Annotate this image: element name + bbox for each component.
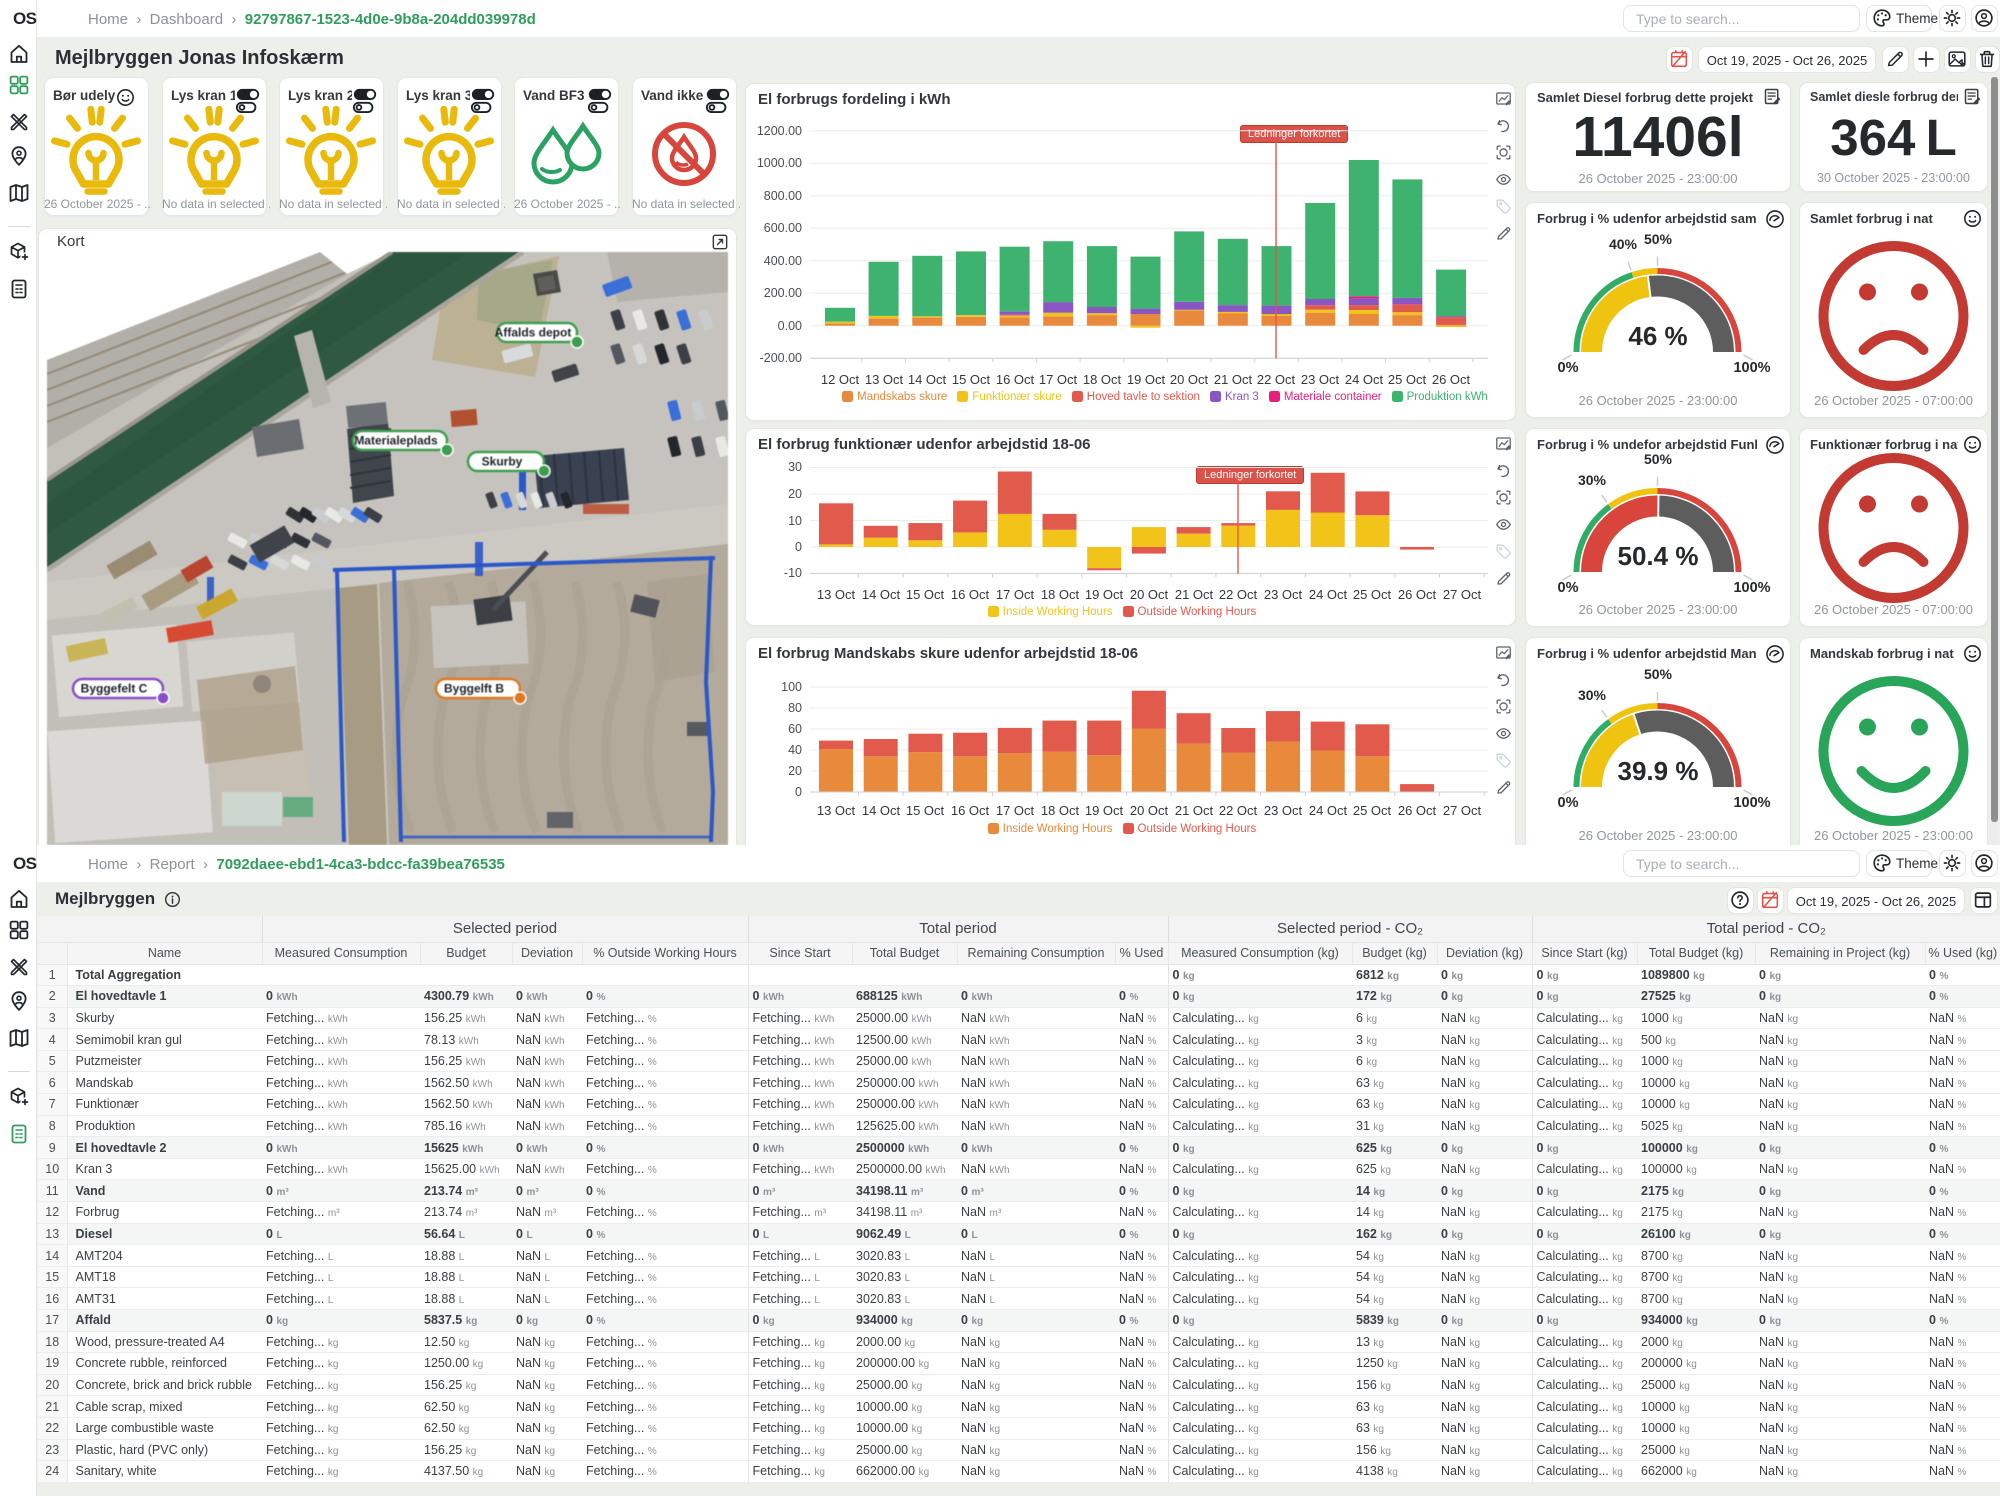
svg-text:Skurby: Skurby [482,455,523,469]
svg-text:Byggelft B: Byggelft B [444,682,504,696]
svg-text:Affalds depot: Affalds depot [495,326,572,340]
svg-text:Byggefelt C: Byggefelt C [81,682,148,696]
svg-text:Materialeplads: Materialeplads [354,434,438,448]
